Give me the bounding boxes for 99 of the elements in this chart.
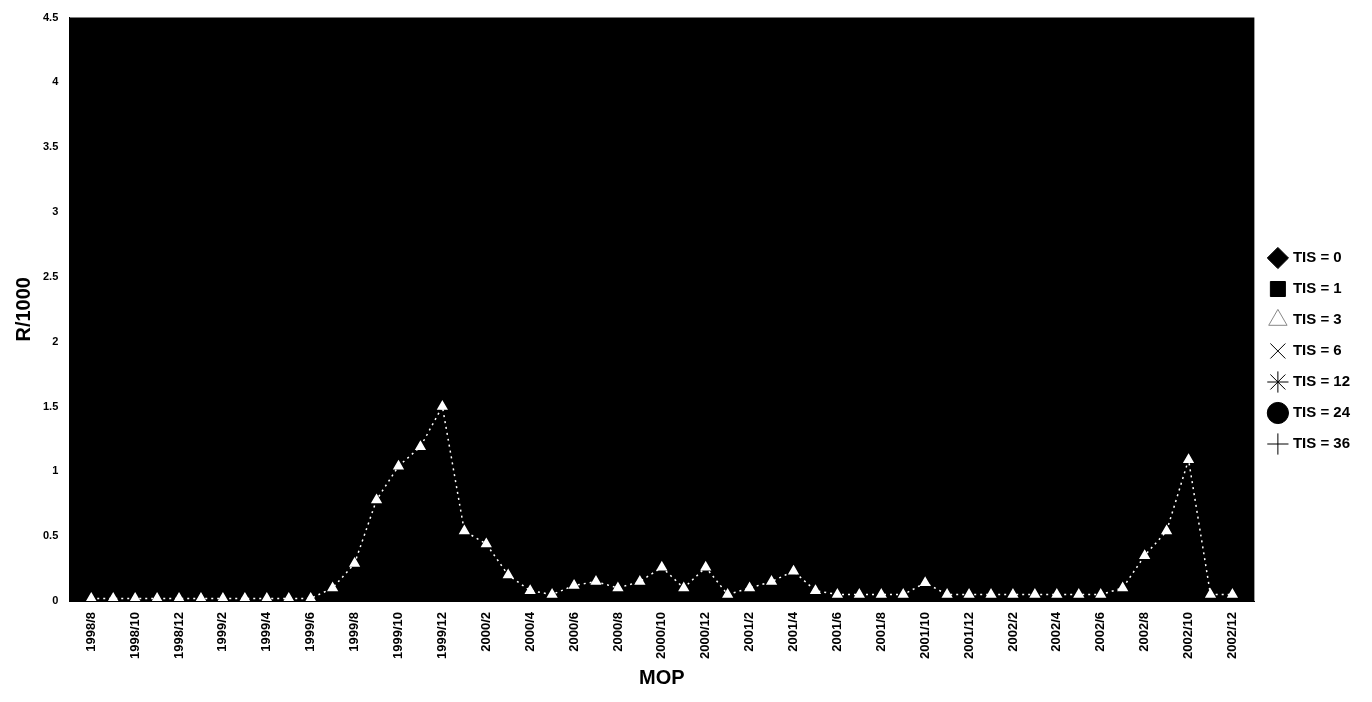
x-tick-label: 1998/12 — [170, 612, 186, 660]
point — [305, 592, 316, 602]
point — [1051, 588, 1062, 598]
point — [173, 592, 185, 602]
point — [525, 584, 536, 594]
point — [612, 582, 624, 592]
point — [108, 592, 119, 602]
point — [437, 400, 448, 410]
point — [1161, 525, 1172, 535]
legend-label: TIS = 12 — [1292, 372, 1351, 390]
point — [130, 592, 141, 602]
point — [152, 592, 163, 602]
point — [547, 588, 558, 598]
y-axis-title: R/1000 — [11, 277, 34, 342]
y-tick-label: 1.5 — [42, 399, 59, 412]
x-tick-label: 2002/10 — [1180, 612, 1196, 660]
x-tick-label: 2001/4 — [785, 611, 801, 652]
x-tick-label: 2002/8 — [1136, 612, 1152, 652]
point — [985, 588, 997, 598]
point — [195, 592, 207, 602]
point — [788, 565, 799, 575]
x-tick-label: 2000/12 — [697, 612, 713, 660]
point — [568, 579, 580, 589]
point — [415, 440, 426, 450]
point — [327, 582, 338, 592]
y-tick-label: 2.5 — [42, 269, 59, 282]
x-tick-label: 2000/8 — [609, 612, 625, 652]
legend-label: TIS = 3 — [1292, 310, 1342, 328]
x-tick-label: 2002/6 — [1092, 612, 1108, 652]
x-tick-label: 1999/8 — [346, 612, 362, 652]
y-tick-label: 3.5 — [42, 140, 59, 153]
point — [656, 561, 667, 571]
point — [217, 592, 228, 602]
point — [503, 569, 514, 579]
point — [810, 584, 821, 594]
y-tick-label: 0.5 — [42, 529, 59, 542]
legend-label: TIS = 36 — [1292, 434, 1351, 452]
point — [898, 588, 909, 598]
x-tick-label: 2000/6 — [565, 612, 581, 652]
point — [1095, 588, 1106, 598]
x-tick-label: 2002/2 — [1004, 612, 1020, 652]
x-tick-label: 2001/2 — [741, 612, 757, 652]
point — [481, 538, 492, 548]
y-tick-label: 4.5 — [42, 10, 59, 23]
x-tick-label: 2001/10 — [916, 612, 932, 660]
point — [766, 575, 777, 585]
point — [283, 592, 294, 602]
point — [1205, 588, 1216, 598]
point — [86, 592, 97, 602]
point — [1117, 582, 1128, 592]
point — [590, 575, 602, 585]
point — [920, 577, 931, 587]
x-tick-label: 2000/4 — [521, 611, 537, 652]
legend-label: TIS = 1 — [1292, 279, 1342, 297]
x-tick-label: 1999/6 — [302, 612, 318, 652]
point — [876, 588, 887, 598]
legend-label: TIS = 0 — [1292, 248, 1342, 266]
point — [634, 575, 645, 585]
point — [854, 588, 865, 598]
point — [371, 494, 382, 504]
point — [700, 561, 711, 571]
x-tick-label: 1999/10 — [390, 612, 406, 660]
x-tick-label: 2000/10 — [653, 612, 669, 660]
x-tick-label: 1999/2 — [214, 612, 230, 652]
legend-label: TIS = 24 — [1292, 403, 1351, 421]
y-tick-label: 0 — [52, 594, 59, 607]
x-tick-label: 2001/12 — [960, 612, 976, 660]
y-tick-label: 4 — [52, 75, 60, 88]
x-tick-label: 1999/4 — [258, 611, 274, 652]
point — [1227, 588, 1238, 598]
y-tick-label: 1 — [52, 464, 59, 477]
point — [832, 588, 843, 598]
point — [1073, 588, 1084, 598]
point — [1183, 453, 1194, 463]
x-axis-title: MOP — [639, 665, 685, 688]
point — [1139, 549, 1150, 559]
x-tick-label: 2001/8 — [872, 612, 888, 652]
point — [744, 582, 755, 592]
x-tick-label: 2002/12 — [1224, 612, 1240, 660]
point — [722, 588, 733, 598]
x-tick-label: 2001/6 — [828, 612, 844, 652]
point — [1007, 588, 1019, 598]
x-tick-label: 1998/8 — [82, 612, 98, 652]
legend-label: TIS = 6 — [1292, 341, 1342, 359]
point — [261, 592, 272, 602]
point — [459, 525, 470, 535]
x-tick-label: 1998/10 — [126, 612, 142, 660]
x-tick-label: 2002/4 — [1048, 611, 1064, 652]
y-tick-label: 3 — [52, 205, 59, 218]
point — [393, 460, 404, 470]
point — [1029, 588, 1040, 598]
x-tick-label: 1999/12 — [433, 612, 449, 660]
y-tick-label: 2 — [52, 334, 59, 347]
point — [678, 582, 689, 592]
point — [239, 592, 250, 602]
point — [349, 557, 360, 567]
point — [942, 588, 953, 598]
point — [964, 588, 975, 598]
x-tick-label: 2000/2 — [477, 612, 493, 652]
